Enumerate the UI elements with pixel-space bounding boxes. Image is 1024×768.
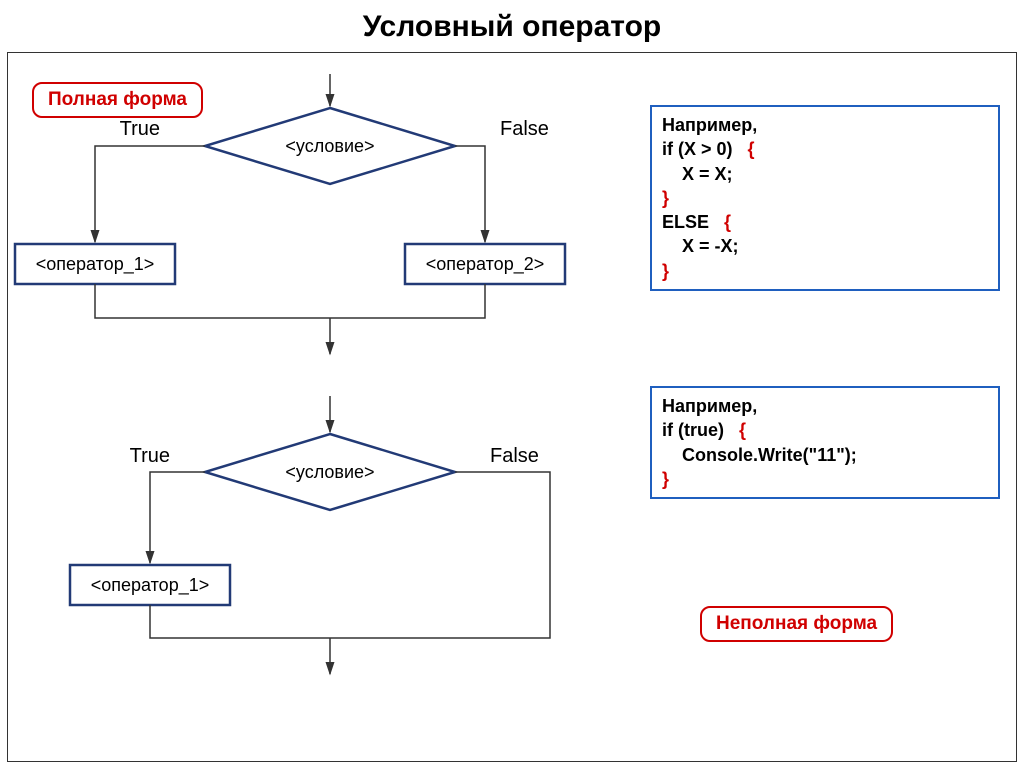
false-label-1: False: [500, 118, 549, 140]
flowcharts-svg: <условие> True False <оператор_1> <опера…: [0, 0, 1024, 768]
true-label-2: True: [130, 445, 170, 467]
true-label-1: True: [120, 118, 160, 140]
false-label-2: False: [490, 445, 539, 467]
condition-text-2: <условие>: [285, 462, 374, 482]
operator-1-text-2: <оператор_1>: [91, 575, 210, 596]
flowchart-full: <условие> True False <оператор_1> <опера…: [15, 74, 565, 354]
operator-2-text: <оператор_2>: [426, 254, 545, 275]
condition-text-1: <условие>: [285, 136, 374, 156]
operator-1-text: <оператор_1>: [36, 254, 155, 275]
flowchart-partial: <условие> True False <оператор_1>: [70, 396, 550, 674]
